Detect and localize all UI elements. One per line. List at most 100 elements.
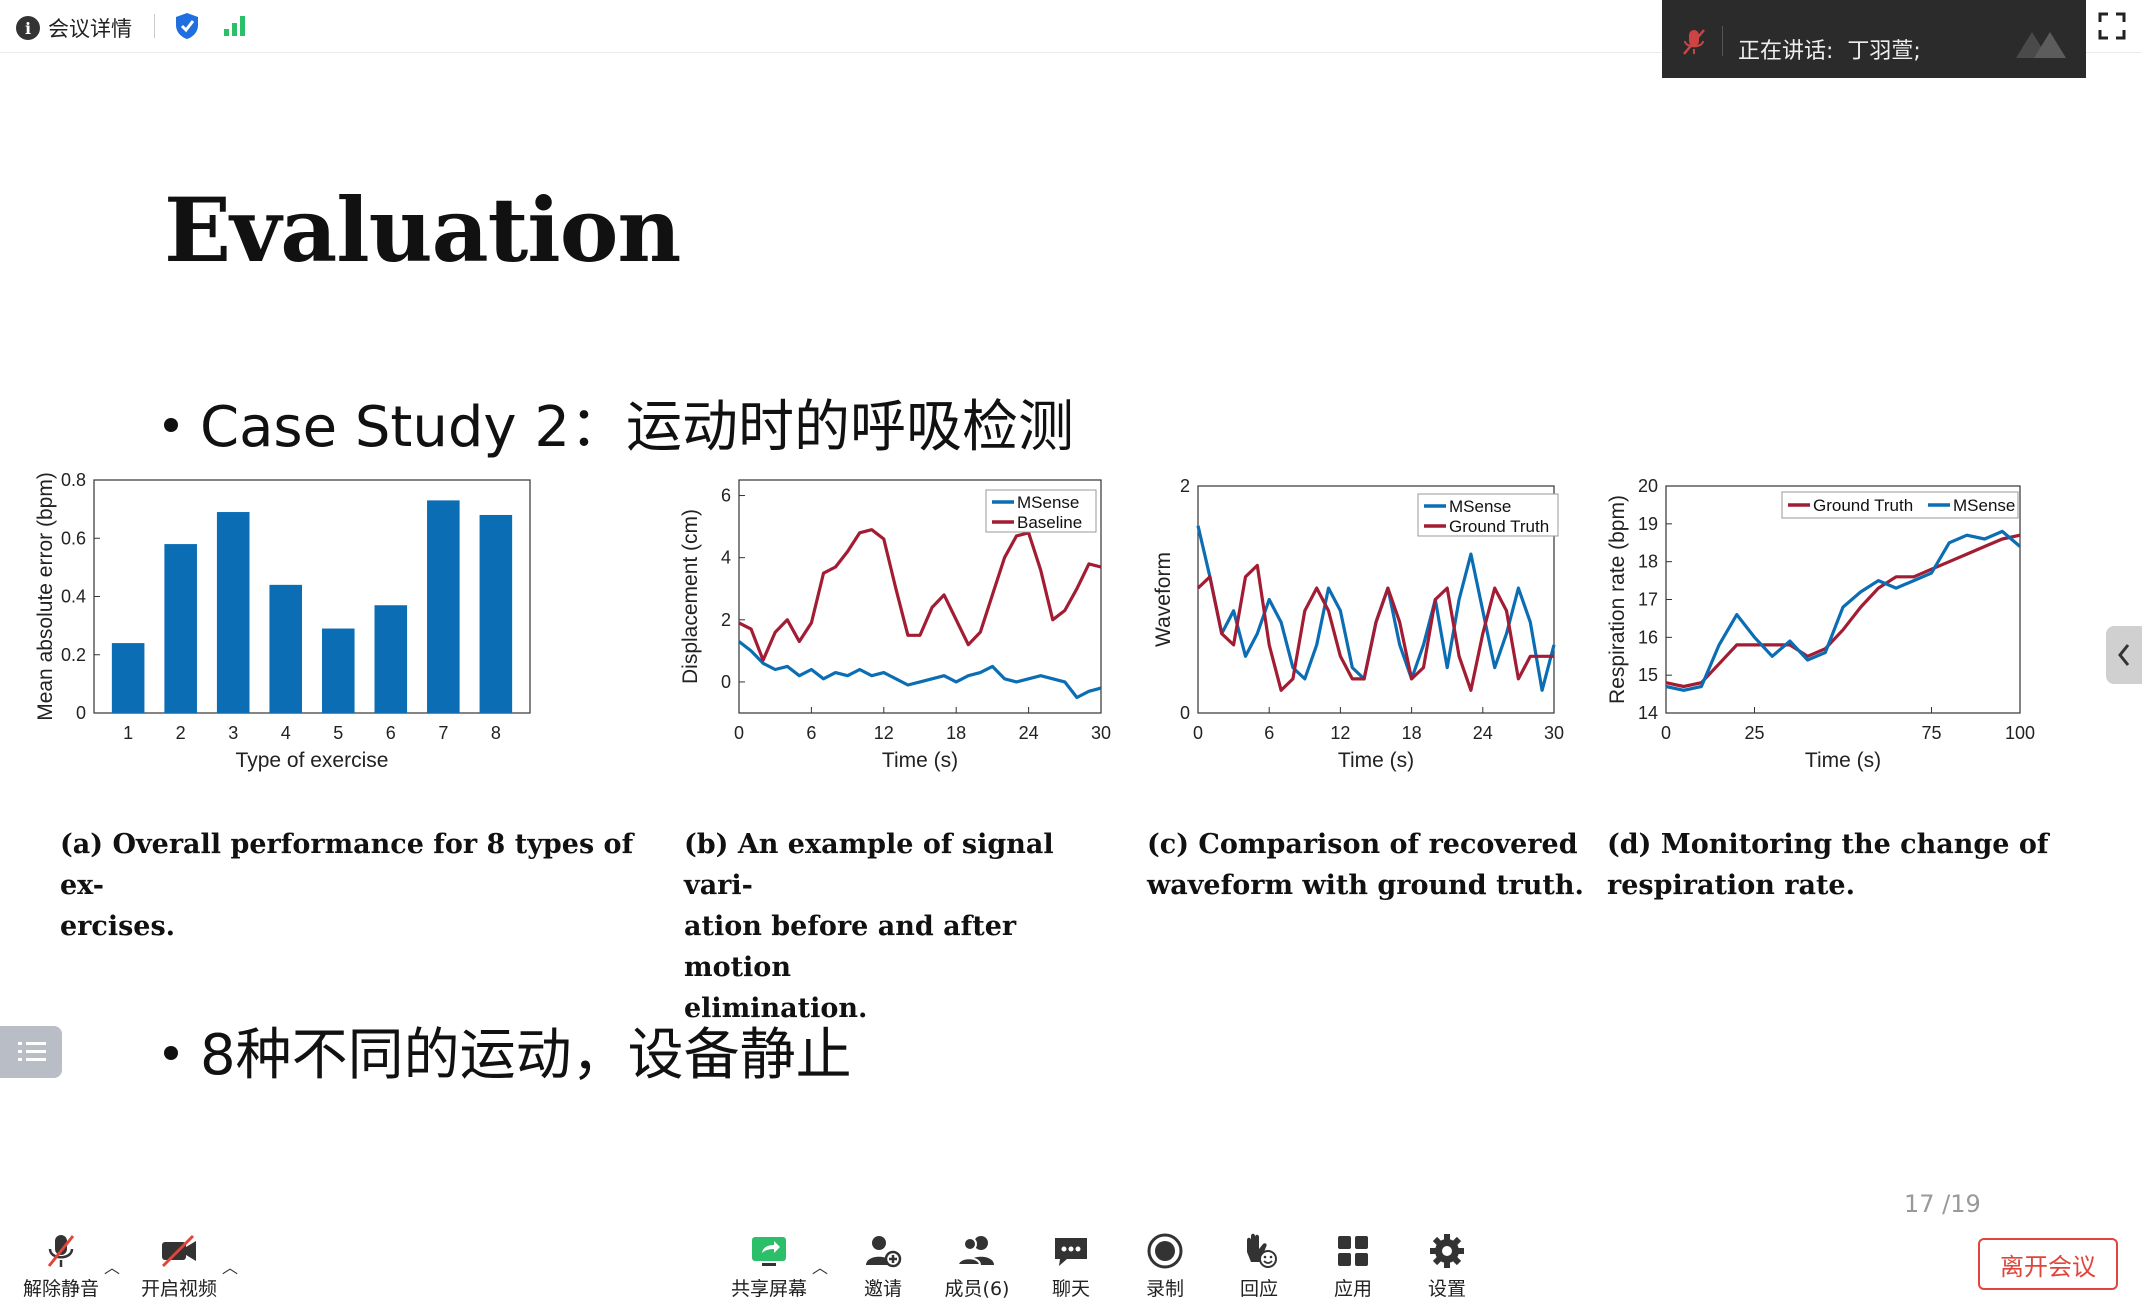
x-tick-label: 6	[386, 723, 396, 743]
x-tick-label: 25	[1744, 723, 1764, 743]
slide-title: Evaluation	[164, 178, 681, 282]
bar-chart-a: 0 0.2 0.4 0.6 0.8 Type of exercise Mean absolu…	[34, 470, 531, 772]
x-axis-label: Type of exercise	[236, 749, 389, 772]
x-tick-label: 6	[1264, 723, 1274, 743]
x-tick-label: 5	[333, 723, 343, 743]
share-screen-button[interactable]: 共享屏幕	[724, 1222, 814, 1311]
x-tick-label: 30	[1091, 723, 1111, 743]
react-button[interactable]: 回应	[1214, 1222, 1304, 1311]
chevron-up-icon[interactable]: ︿	[812, 1258, 829, 1277]
caption-c: (c) Comparison of recovered waveform wit…	[1147, 824, 1587, 906]
caption-b: (b) An example of signal vari- ation bef…	[684, 824, 1124, 1029]
record-label: 录制	[1145, 1278, 1184, 1300]
y-tick-label: 14	[1638, 703, 1658, 723]
bottom-toolbar: 解除静音 ︿ 开启视频 ︿ 共享屏幕 ︿ 邀请	[0, 1222, 2142, 1311]
apps-button[interactable]: 应用	[1308, 1222, 1398, 1311]
react-label: 回应	[1239, 1278, 1278, 1300]
x-tick-label: 75	[1921, 723, 1941, 743]
legend-box	[1781, 491, 2019, 519]
settings-button[interactable]: 设置	[1402, 1222, 1492, 1311]
active-speaker-panel: 正在讲话: 丁羽萱;	[1662, 0, 2086, 78]
x-tick-label: 3	[228, 723, 238, 743]
x-tick-label: 12	[1330, 723, 1350, 743]
meeting-info-button[interactable]: i 会议详情	[16, 13, 132, 43]
bar	[427, 500, 460, 713]
x-tick-label: 18	[946, 723, 966, 743]
bullet-dot	[164, 417, 178, 432]
x-tick-label: 0	[734, 723, 744, 743]
speaker-text: 正在讲话: 丁羽萱;	[1738, 33, 1921, 65]
start-video-button[interactable]: 开启视频	[134, 1222, 224, 1311]
chevron-up-icon[interactable]: ︿	[104, 1258, 121, 1277]
apps-icon	[1338, 1236, 1368, 1266]
apps-label: 应用	[1333, 1278, 1372, 1300]
unmute-button[interactable]: 解除静音	[16, 1222, 106, 1311]
bar	[111, 643, 145, 713]
caption-line: waveform with ground truth.	[1147, 870, 1584, 901]
record-button[interactable]: 录制	[1120, 1222, 1210, 1311]
bar	[321, 628, 355, 713]
x-tick-label: 30	[1544, 723, 1564, 743]
x-tick-label: 6	[806, 723, 816, 743]
bar	[216, 512, 250, 713]
caption-a: (a) Overall performance for 8 types of e…	[60, 824, 670, 947]
chart-c: 0 2 Time (s) Waveform 0 6 12 18 24 30 MSense Ground…	[1150, 476, 1570, 814]
caption-d: (d) Monitoring the change of respiration…	[1607, 824, 2077, 906]
fullscreen-icon[interactable]	[2098, 12, 2126, 40]
plot-frame	[738, 479, 1102, 714]
bar	[479, 514, 513, 713]
y-tick-label: 0	[76, 703, 86, 723]
bar	[269, 584, 303, 713]
x-axis-label: Time (s)	[1338, 749, 1414, 772]
caption-line: (d) Monitoring the change of	[1607, 829, 2049, 860]
slide-list-button[interactable]	[0, 1026, 62, 1078]
y-tick-label: 0.4	[61, 587, 86, 607]
invite-label: 邀请	[863, 1278, 902, 1300]
y-tick-label: 4	[721, 548, 731, 568]
series-line	[1665, 533, 2021, 689]
y-axis-label: Waveform	[1152, 552, 1175, 647]
chat-button[interactable]: 聊天	[1026, 1222, 1116, 1311]
side-panel-toggle[interactable]	[2106, 626, 2142, 684]
leave-meeting-button[interactable]: 离开会议	[1978, 1238, 2118, 1290]
series-line	[1196, 525, 1556, 692]
legend-label: Baseline	[1017, 513, 1082, 532]
signal-icon[interactable]	[222, 14, 248, 38]
y-tick-label: 0.6	[61, 528, 86, 548]
caption-line: ercises.	[60, 911, 176, 942]
y-tick-label: 16	[1638, 627, 1658, 647]
share-screen-label: 共享屏幕	[730, 1278, 807, 1300]
divider	[154, 14, 155, 38]
x-tick-label: 0	[1193, 723, 1203, 743]
unmute-label: 解除静音	[22, 1278, 99, 1300]
shield-icon[interactable]	[174, 12, 200, 40]
meeting-info-label: 会议详情	[48, 17, 132, 41]
line-chart-d: 14 15 16 17 18 19 20 Time (s) Respiration rate (…	[1606, 476, 2035, 772]
x-tick-label: 18	[1402, 723, 1422, 743]
bar	[374, 605, 408, 713]
caption-line: (c) Comparison of recovered	[1147, 829, 1578, 860]
series-line	[738, 640, 1102, 700]
legend-label: Ground Truth	[1813, 496, 1913, 515]
chevron-up-icon[interactable]: ︿	[222, 1258, 239, 1277]
y-tick-label: 2	[721, 610, 731, 630]
bullet-case-study: Case Study 2：运动时的呼吸检测	[164, 382, 1074, 463]
reaction-icon	[1247, 1233, 1277, 1268]
x-tick-label: 24	[1019, 723, 1039, 743]
info-icon: i	[16, 16, 40, 40]
invite-button[interactable]: 邀请	[838, 1222, 928, 1311]
x-axis-label: Time (s)	[882, 749, 958, 772]
mic-muted-icon	[47, 1235, 75, 1267]
x-tick-label: 7	[438, 723, 448, 743]
legend-box	[1417, 493, 1559, 537]
legend-box	[985, 489, 1097, 533]
chart-b: 0 2 4 6 Time (s) Displacement (cm) 0 6 12 18 24 30 M…	[679, 479, 1120, 814]
members-button[interactable]: 成员(6)	[932, 1222, 1022, 1311]
y-tick-label: 17	[1638, 590, 1658, 610]
bullet-exercises: 8种不同的运动，设备静止	[164, 1010, 852, 1091]
settings-label: 设置	[1427, 1278, 1466, 1300]
bullet-dot	[164, 1045, 178, 1060]
series-line	[1196, 563, 1554, 692]
series-line	[738, 528, 1102, 662]
chart-d: 14 15 16 17 18 19 20 Time (s) Respiration rate (…	[1600, 476, 2040, 814]
